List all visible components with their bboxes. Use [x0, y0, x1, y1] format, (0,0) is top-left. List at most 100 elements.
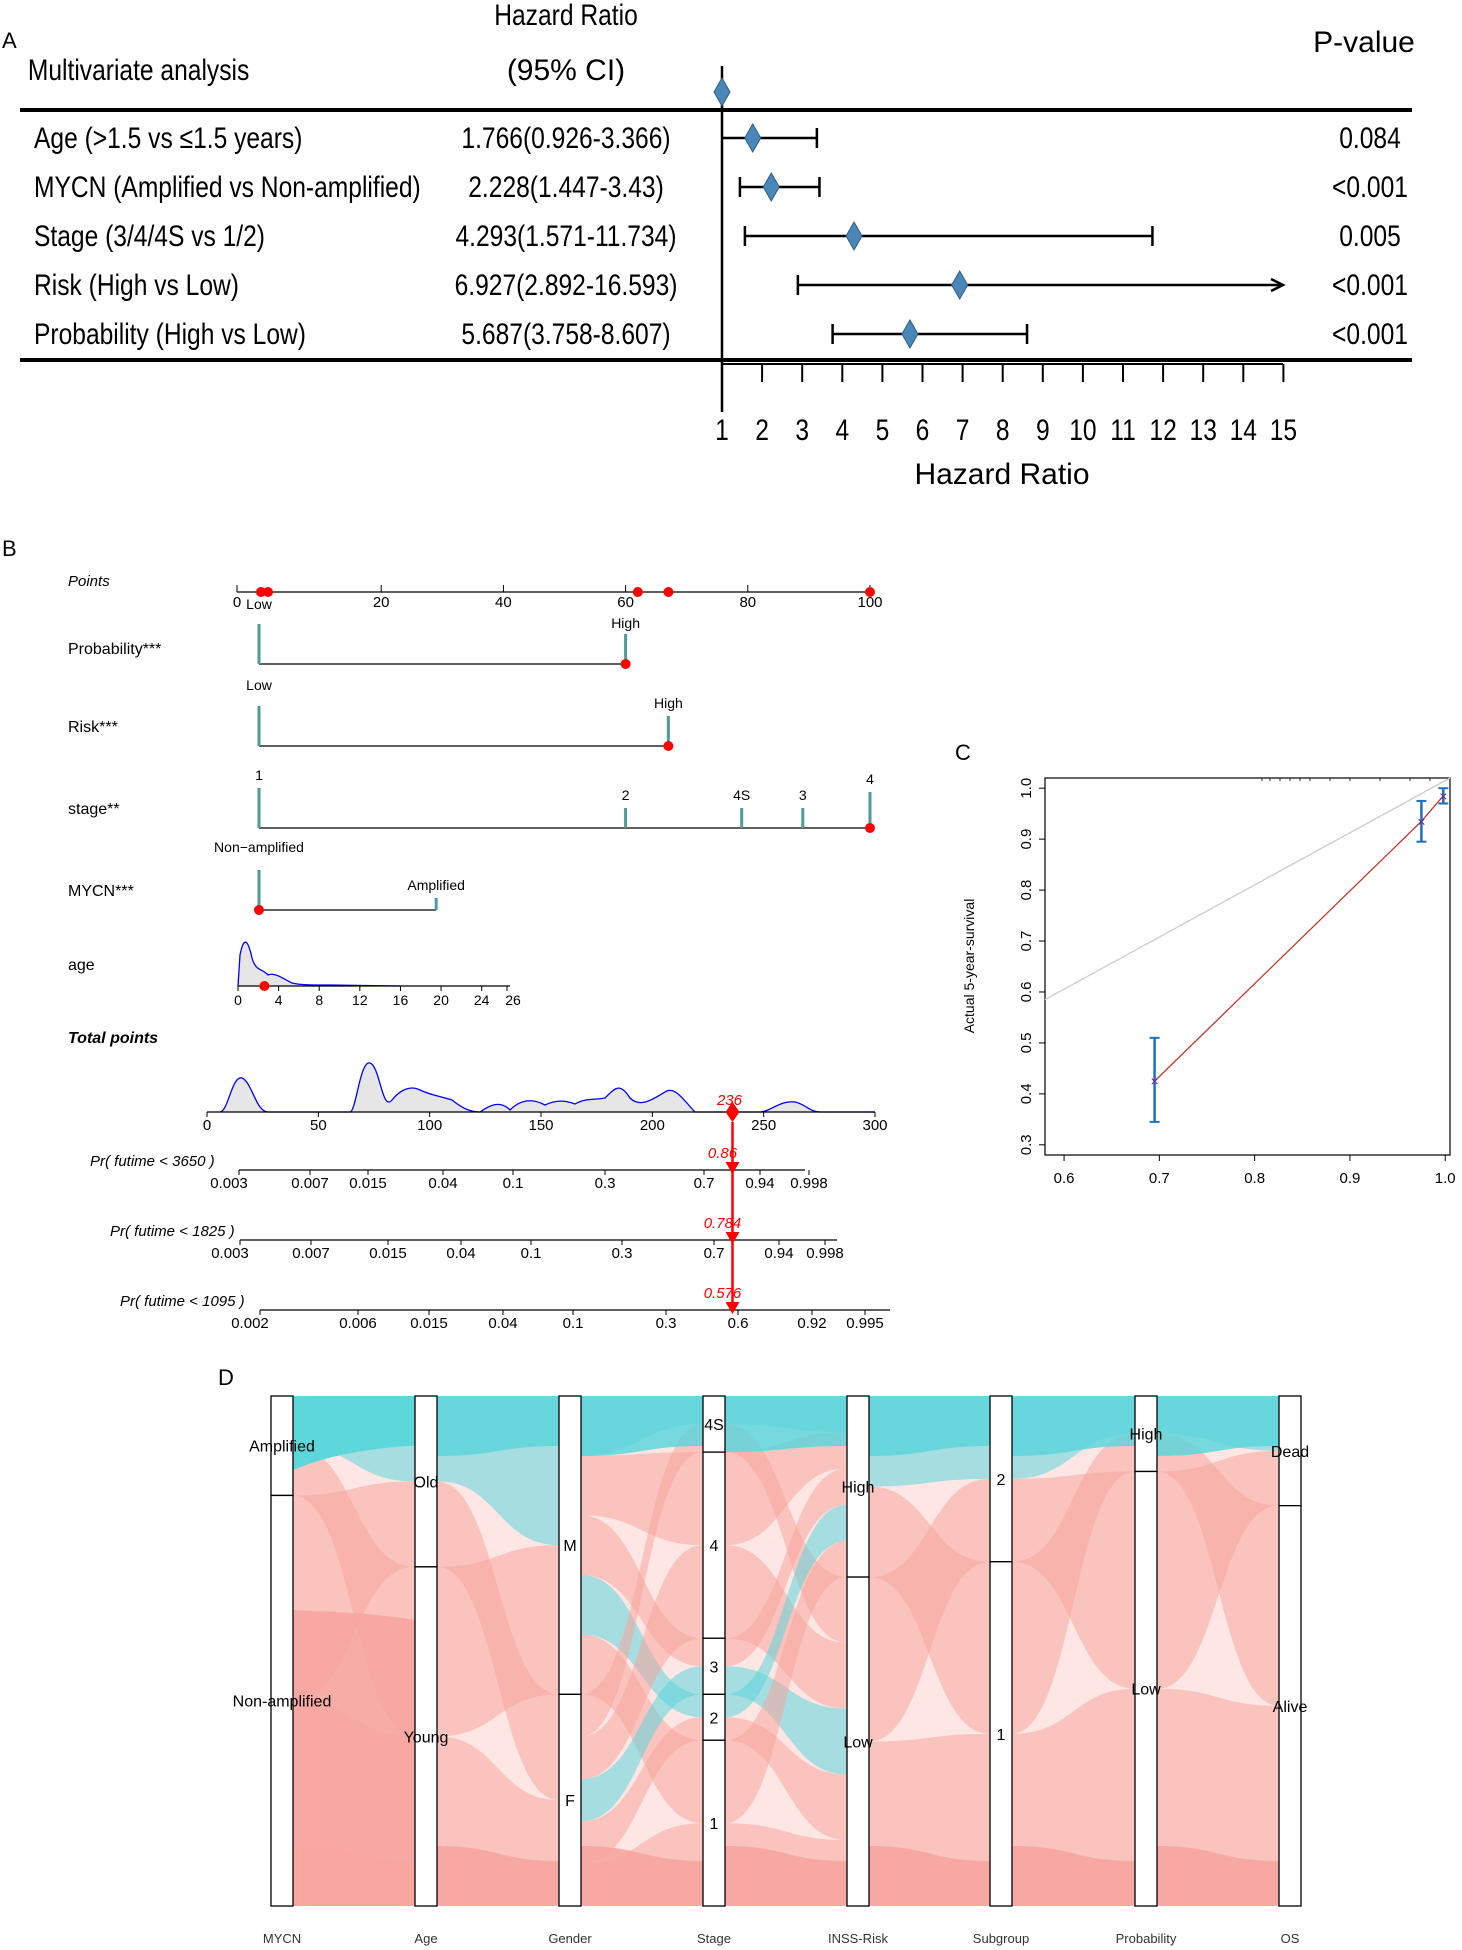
- stratum-label: 3: [710, 1659, 719, 1676]
- points-tick-label: 100: [857, 594, 882, 611]
- x-tick-label: 3: [795, 413, 809, 447]
- panel-letter-b: B: [2, 536, 17, 561]
- row-label: Risk (High vs Low): [34, 268, 239, 302]
- x-tick-label: 12: [1149, 413, 1176, 447]
- row-hr-ci: 1.766(0.926-3.366): [461, 121, 670, 155]
- level-label: Low: [246, 596, 273, 612]
- probability-tick-label: 0.04: [446, 1245, 475, 1262]
- x-tick-label: 10: [1069, 413, 1096, 447]
- selected-point-dot: [256, 587, 266, 597]
- stratum-box: [702, 1739, 726, 1907]
- total-density-line: [219, 1062, 875, 1113]
- forest-x-label: Hazard Ratio: [914, 458, 1089, 491]
- probability-tick-label: 0.015: [369, 1245, 407, 1262]
- flow-ribbon: [581, 1666, 703, 1822]
- calib-y-tick-label: 0.3: [1018, 1134, 1035, 1155]
- x-tick-label: 15: [1270, 413, 1297, 447]
- total-points-marker: [725, 1102, 740, 1122]
- flow-ribbon-top: [725, 1396, 847, 1453]
- age-tick-label: 4: [275, 992, 283, 1008]
- level-label: 4S: [733, 787, 750, 803]
- age-tick-label: 12: [352, 992, 368, 1008]
- level-label: 1: [255, 767, 263, 783]
- flow-ribbon-top: [1012, 1396, 1135, 1456]
- calib-y-label: Actual 5-year-survival: [961, 899, 977, 1034]
- flow-ribbon: [1012, 1433, 1135, 1734]
- probability-tick-label: 0.7: [694, 1175, 715, 1192]
- forest-row: Stage (3/4/4S vs 1/2) 4.293(1.571-11.734)…: [34, 219, 1401, 253]
- ideal-line: [1044, 777, 1451, 1001]
- axis-name: INSS-Risk: [828, 1931, 888, 1946]
- stratum-label: Old: [414, 1474, 439, 1491]
- stratum-label: 2: [710, 1710, 719, 1727]
- calibration-point: ×: [1150, 1073, 1158, 1089]
- forest-title: Multivariate analysis: [28, 53, 249, 87]
- points-axis-label: Points: [68, 573, 110, 590]
- forest-row: Risk (High vs Low) 6.927(2.892-16.593) <0.…: [34, 268, 1408, 302]
- forest-rows: Age (>1.5 vs ≤1.5 years) 1.766(0.926-3.36…: [34, 121, 1408, 351]
- stratum-label: Alive: [1273, 1699, 1308, 1716]
- stratum-box: [846, 1576, 870, 1907]
- axis-name: Gender: [548, 1931, 592, 1946]
- selected-point-dot: [632, 587, 643, 597]
- flow-ribbon: [581, 1717, 703, 1864]
- calib-y-tick-label: 0.5: [1018, 1032, 1035, 1053]
- total-tick-label: 300: [862, 1117, 887, 1134]
- x-tick-label: 5: [876, 413, 890, 447]
- hr-diamond: [901, 318, 919, 350]
- axis-name: MYCN: [263, 1931, 301, 1946]
- total-tick-label: 100: [417, 1117, 442, 1134]
- age-tick-label: 24: [474, 992, 490, 1008]
- points-tick-label: 0: [233, 594, 241, 611]
- nonamplified-band: [293, 1610, 415, 1906]
- points-tick-label: 80: [739, 594, 756, 611]
- panel-letter-a: A: [2, 28, 17, 53]
- probability-tick-label: 0.3: [595, 1175, 616, 1192]
- flow-ribbon: [725, 1468, 847, 1667]
- selected-point-dot: [663, 587, 674, 597]
- stratum-box: [989, 1561, 1013, 1907]
- panel-letter-c: C: [955, 740, 971, 765]
- selected-point-dot: [263, 587, 273, 597]
- calib-x-tick-label: 0.7: [1149, 1170, 1170, 1187]
- calib-y-tick-label: 0.8: [1018, 880, 1035, 901]
- x-tick-label: 11: [1110, 413, 1136, 447]
- axis-name: Subgroup: [973, 1931, 1029, 1946]
- stratum-label: High: [1130, 1427, 1163, 1444]
- x-tick-label: 9: [1036, 413, 1050, 447]
- probability-tick-label: 0.1: [521, 1245, 542, 1262]
- probability-tick-label: 0.6: [728, 1315, 749, 1332]
- level-label: High: [611, 615, 640, 631]
- x-tick-label: 13: [1190, 413, 1217, 447]
- row-label: Stage (3/4/4S vs 1/2): [34, 219, 265, 253]
- stratum-label: 4S: [704, 1417, 724, 1434]
- points-tick-label: 40: [495, 594, 512, 611]
- row-pvalue: 0.084: [1339, 121, 1401, 155]
- age-tick-label: 8: [315, 992, 323, 1008]
- flow-ribbon: [725, 1540, 847, 1824]
- probability-tick-label: 0.002: [231, 1315, 269, 1332]
- selected-point-dot: [865, 587, 875, 597]
- x-tick-label: 1: [715, 413, 729, 447]
- forest-row: MYCN (Amplified vs Non-amplified) 2.228(1…: [34, 170, 1408, 204]
- points-tick-label: 20: [373, 594, 390, 611]
- stratum-label: Amplified: [249, 1439, 315, 1456]
- variable-label: MYCN***: [68, 883, 134, 900]
- stratum-box: [414, 1566, 438, 1907]
- probability-axis-label: Pr( futime < 1825 ): [110, 1223, 235, 1240]
- selected-level-dot: [663, 741, 674, 751]
- x-tick-label: 4: [835, 413, 849, 447]
- stratum-label: 2: [997, 1472, 1006, 1489]
- stratum-box: [1278, 1505, 1302, 1907]
- age-tick-label: 20: [433, 992, 449, 1008]
- forest-row: Probability (High vs Low) 5.687(3.758-8.6…: [34, 317, 1408, 351]
- flow-ribbon-bottom: [437, 1846, 559, 1906]
- stratum-box: [558, 1693, 582, 1907]
- row-pvalue: <0.001: [1332, 268, 1408, 302]
- probability-tick-label: 0.003: [211, 1245, 249, 1262]
- flow-ribbon: [437, 1545, 559, 1737]
- row-hr-ci: 2.228(1.447-3.43): [468, 170, 663, 204]
- variable-label: Probability***: [68, 641, 161, 658]
- panel-letter-d: D: [218, 1365, 234, 1390]
